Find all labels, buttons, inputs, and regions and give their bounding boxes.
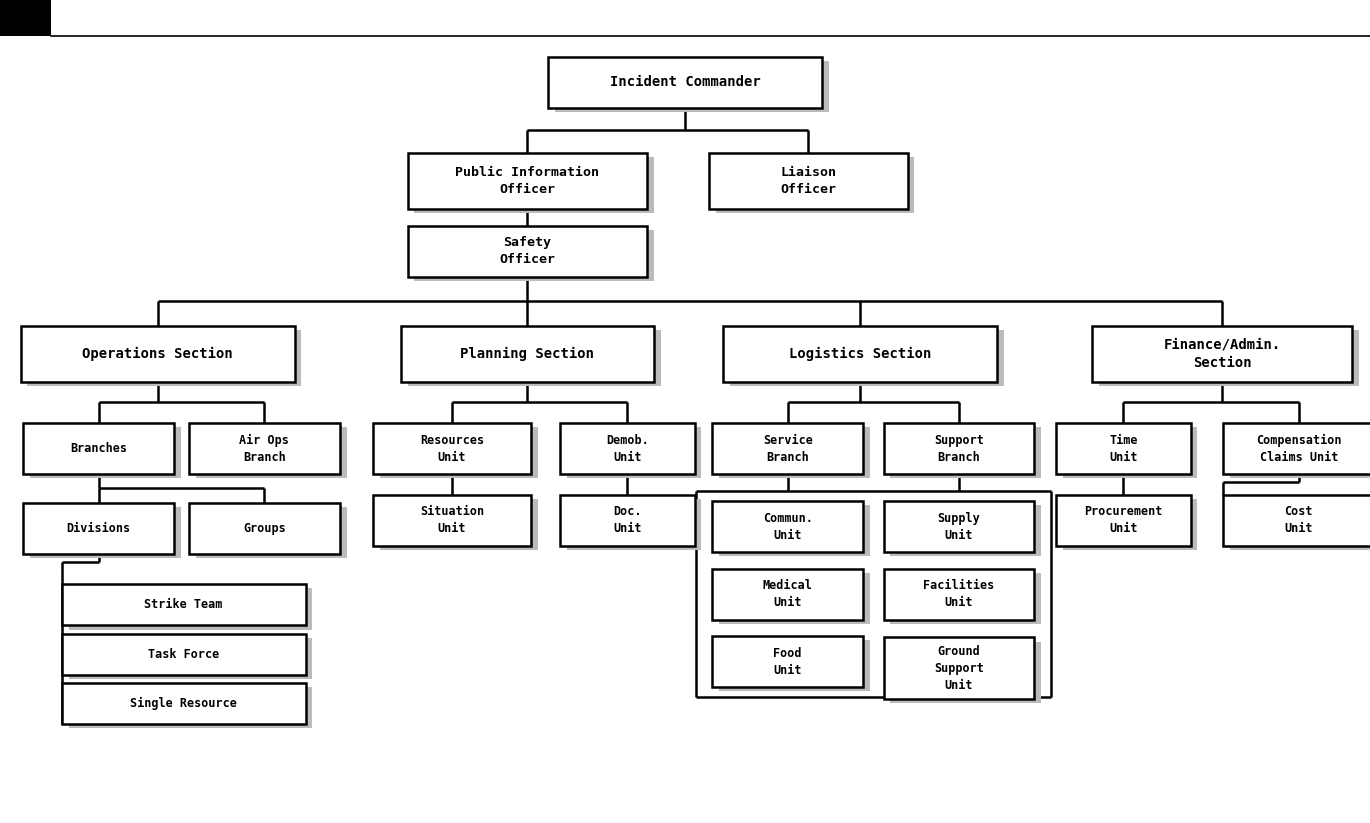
Text: Single Resource: Single Resource bbox=[130, 697, 237, 710]
Text: Resources
Unit: Resources Unit bbox=[421, 434, 484, 463]
Text: Food
Unit: Food Unit bbox=[774, 647, 801, 677]
FancyBboxPatch shape bbox=[712, 569, 863, 620]
Text: Doc.
Unit: Doc. Unit bbox=[614, 505, 641, 535]
FancyBboxPatch shape bbox=[1056, 423, 1191, 474]
FancyBboxPatch shape bbox=[62, 584, 306, 625]
Text: Public Information
Officer: Public Information Officer bbox=[455, 166, 600, 196]
FancyBboxPatch shape bbox=[1223, 423, 1370, 474]
FancyBboxPatch shape bbox=[379, 499, 537, 550]
Text: Facilities
Unit: Facilities Unit bbox=[923, 579, 995, 609]
FancyBboxPatch shape bbox=[719, 427, 870, 478]
FancyBboxPatch shape bbox=[1063, 499, 1197, 550]
FancyBboxPatch shape bbox=[884, 501, 1034, 552]
FancyBboxPatch shape bbox=[712, 501, 863, 552]
FancyBboxPatch shape bbox=[884, 569, 1034, 620]
FancyBboxPatch shape bbox=[1230, 427, 1370, 478]
FancyBboxPatch shape bbox=[414, 157, 653, 213]
FancyBboxPatch shape bbox=[400, 326, 653, 382]
FancyBboxPatch shape bbox=[1099, 330, 1359, 386]
Text: Service
Branch: Service Branch bbox=[763, 434, 812, 463]
FancyBboxPatch shape bbox=[196, 507, 347, 558]
Text: Groups: Groups bbox=[242, 522, 286, 535]
FancyBboxPatch shape bbox=[189, 503, 340, 554]
FancyBboxPatch shape bbox=[68, 687, 312, 728]
FancyBboxPatch shape bbox=[23, 503, 174, 554]
FancyBboxPatch shape bbox=[890, 573, 1041, 624]
FancyBboxPatch shape bbox=[1063, 427, 1197, 478]
FancyBboxPatch shape bbox=[373, 495, 530, 546]
FancyBboxPatch shape bbox=[62, 634, 306, 675]
Text: Medical
Unit: Medical Unit bbox=[763, 579, 812, 609]
FancyBboxPatch shape bbox=[189, 423, 340, 474]
FancyBboxPatch shape bbox=[715, 157, 915, 213]
Text: Operations Section: Operations Section bbox=[82, 346, 233, 361]
FancyBboxPatch shape bbox=[408, 153, 647, 209]
FancyBboxPatch shape bbox=[1230, 499, 1370, 550]
Text: Task Force: Task Force bbox=[148, 648, 219, 661]
FancyBboxPatch shape bbox=[719, 573, 870, 624]
FancyBboxPatch shape bbox=[548, 57, 822, 108]
FancyBboxPatch shape bbox=[560, 495, 695, 546]
FancyBboxPatch shape bbox=[30, 507, 181, 558]
FancyBboxPatch shape bbox=[408, 226, 647, 277]
FancyBboxPatch shape bbox=[890, 642, 1041, 703]
FancyBboxPatch shape bbox=[567, 499, 701, 550]
FancyBboxPatch shape bbox=[890, 427, 1041, 478]
FancyBboxPatch shape bbox=[730, 330, 1004, 386]
FancyBboxPatch shape bbox=[884, 423, 1034, 474]
Text: Ground
Support
Unit: Ground Support Unit bbox=[934, 644, 984, 692]
FancyBboxPatch shape bbox=[719, 505, 870, 556]
Text: Support
Branch: Support Branch bbox=[934, 434, 984, 463]
FancyBboxPatch shape bbox=[68, 638, 312, 679]
Bar bbox=[0, 0, 51, 36]
FancyBboxPatch shape bbox=[196, 427, 347, 478]
Text: Logistics Section: Logistics Section bbox=[789, 346, 932, 361]
Text: Procurement
Unit: Procurement Unit bbox=[1084, 505, 1163, 535]
FancyBboxPatch shape bbox=[62, 683, 306, 724]
FancyBboxPatch shape bbox=[560, 423, 695, 474]
FancyBboxPatch shape bbox=[23, 423, 174, 474]
FancyBboxPatch shape bbox=[723, 326, 997, 382]
FancyBboxPatch shape bbox=[708, 153, 907, 209]
FancyBboxPatch shape bbox=[30, 427, 181, 478]
FancyBboxPatch shape bbox=[1056, 495, 1191, 546]
Text: Finance/Admin.
Section: Finance/Admin. Section bbox=[1163, 337, 1281, 370]
FancyBboxPatch shape bbox=[712, 636, 863, 687]
Text: Situation
Unit: Situation Unit bbox=[421, 505, 484, 535]
FancyBboxPatch shape bbox=[712, 423, 863, 474]
FancyBboxPatch shape bbox=[373, 423, 530, 474]
Text: Branches: Branches bbox=[70, 442, 127, 455]
Text: Strike Team: Strike Team bbox=[144, 598, 223, 611]
Text: Compensation
Claims Unit: Compensation Claims Unit bbox=[1256, 434, 1341, 463]
FancyBboxPatch shape bbox=[414, 230, 653, 281]
Text: Demob.
Unit: Demob. Unit bbox=[606, 434, 649, 463]
FancyBboxPatch shape bbox=[68, 588, 312, 630]
Text: Commun.
Unit: Commun. Unit bbox=[763, 512, 812, 542]
FancyBboxPatch shape bbox=[1092, 326, 1352, 382]
FancyBboxPatch shape bbox=[890, 505, 1041, 556]
FancyBboxPatch shape bbox=[567, 427, 701, 478]
Text: Supply
Unit: Supply Unit bbox=[937, 512, 981, 542]
FancyBboxPatch shape bbox=[1223, 495, 1370, 546]
FancyBboxPatch shape bbox=[555, 61, 829, 112]
FancyBboxPatch shape bbox=[21, 326, 295, 382]
FancyBboxPatch shape bbox=[379, 427, 537, 478]
FancyBboxPatch shape bbox=[719, 640, 870, 691]
FancyBboxPatch shape bbox=[27, 330, 301, 386]
Text: Time
Unit: Time Unit bbox=[1110, 434, 1137, 463]
FancyBboxPatch shape bbox=[884, 638, 1034, 700]
Text: Liaison
Officer: Liaison Officer bbox=[781, 166, 836, 196]
Text: Cost
Unit: Cost Unit bbox=[1285, 505, 1312, 535]
Text: Planning Section: Planning Section bbox=[460, 346, 595, 361]
FancyBboxPatch shape bbox=[408, 330, 660, 386]
Text: Divisions: Divisions bbox=[67, 522, 130, 535]
Text: Incident Commander: Incident Commander bbox=[610, 75, 760, 90]
Text: Air Ops
Branch: Air Ops Branch bbox=[240, 434, 289, 463]
Text: Safety
Officer: Safety Officer bbox=[500, 236, 555, 266]
